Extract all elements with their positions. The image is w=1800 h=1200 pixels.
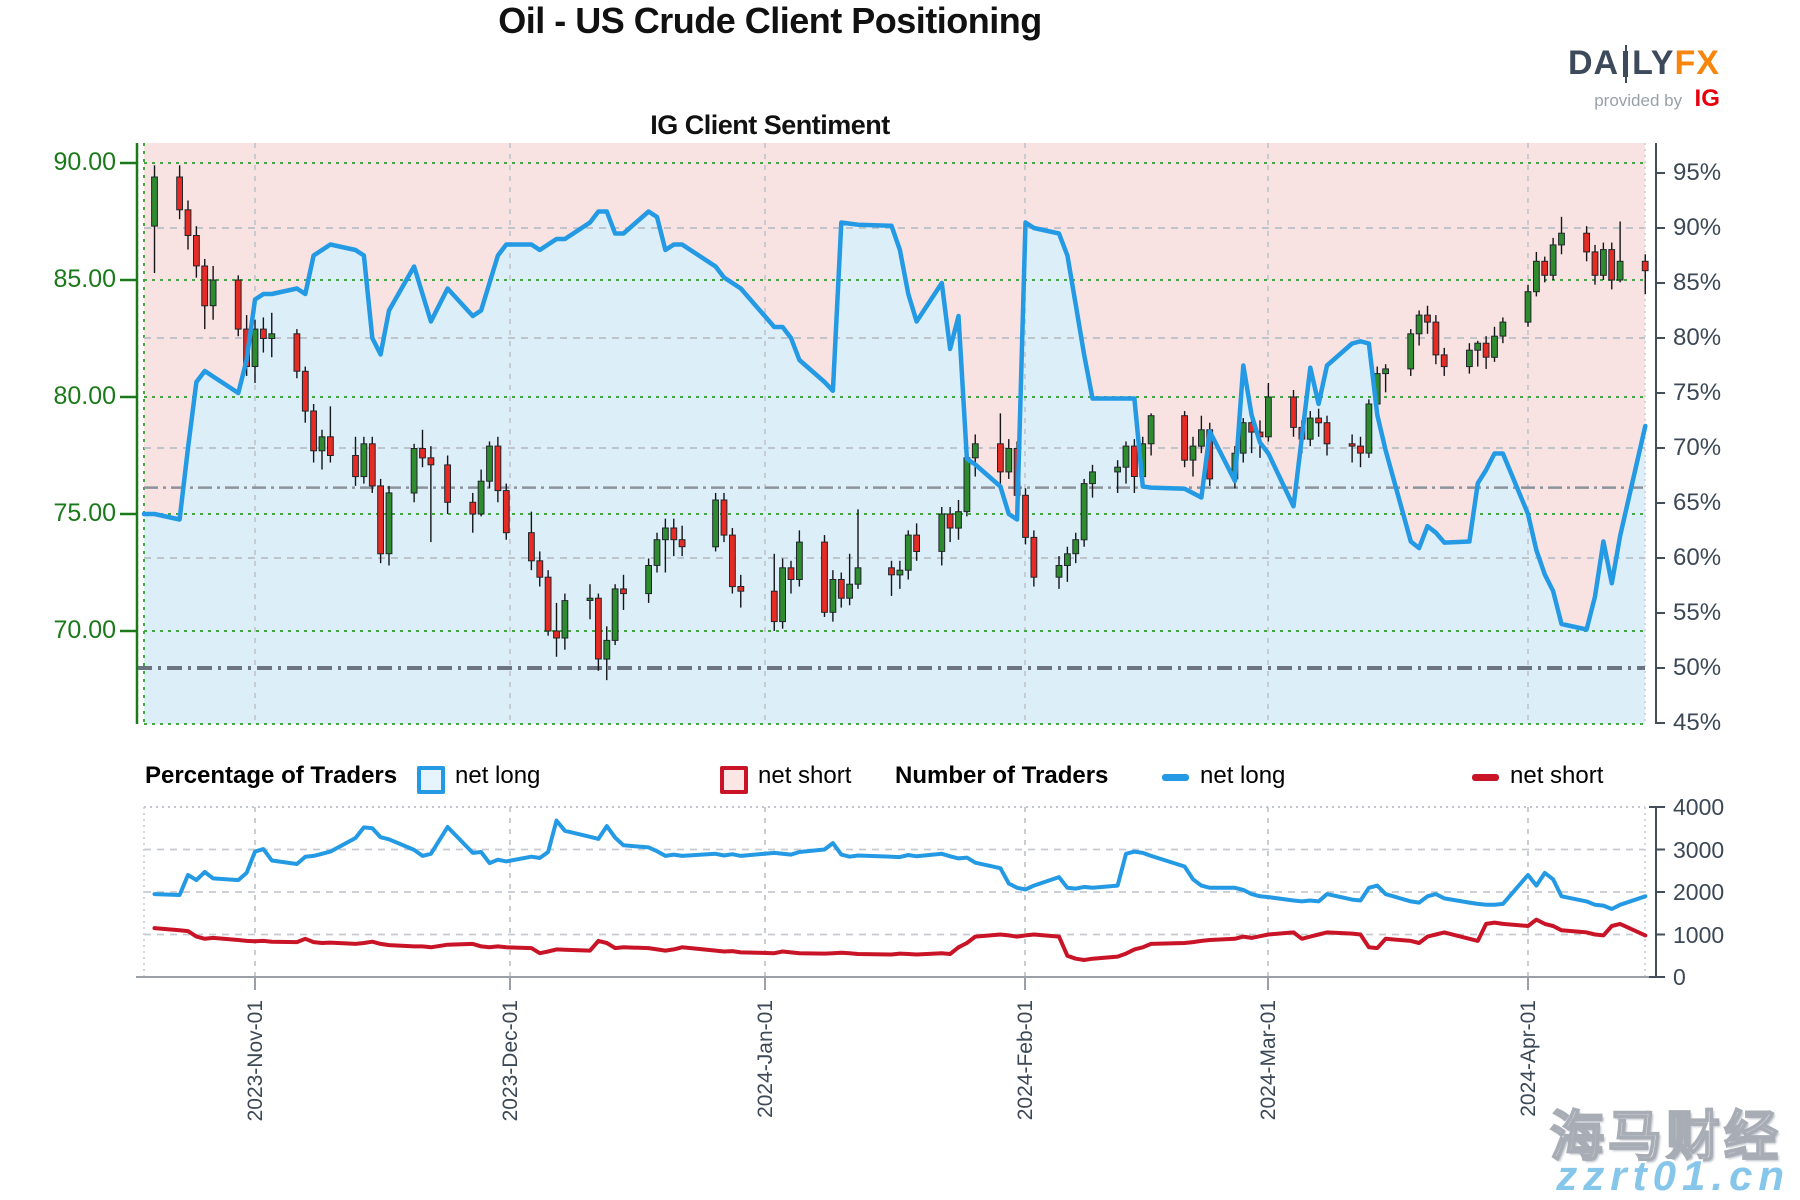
legend-pct-net-short: net short bbox=[758, 762, 852, 789]
watermark-url: zzrt01.cn bbox=[1556, 1152, 1790, 1199]
count-tick-label: 3000 bbox=[1673, 836, 1725, 863]
dailyfx-logo: DA LY FX provided by IG bbox=[1568, 44, 1720, 113]
legend-num-net-short: net short bbox=[1510, 762, 1604, 789]
count-tick-label: 2000 bbox=[1673, 879, 1725, 905]
percent-tick-label: 65% bbox=[1673, 489, 1722, 516]
percent-tick-label: 55% bbox=[1673, 599, 1722, 626]
watermark-text: 海马财经 bbox=[1549, 1106, 1782, 1168]
net-short-line-icon bbox=[1472, 774, 1499, 781]
percent-tick-label: 70% bbox=[1673, 434, 1722, 461]
date-tick-label: 2024-Jan-01 bbox=[754, 1000, 777, 1118]
price-tick-label: 90.00 bbox=[53, 148, 116, 176]
count-tick-label: 4000 bbox=[1673, 794, 1725, 820]
candlestick-icon bbox=[1623, 44, 1629, 83]
percent-tick-label: 80% bbox=[1673, 324, 1722, 351]
count-tick-label: 1000 bbox=[1673, 921, 1725, 948]
price-tick-label: 75.00 bbox=[53, 499, 116, 527]
provided-by-label: provided by bbox=[1594, 91, 1683, 110]
count-tick-label: 0 bbox=[1673, 964, 1686, 990]
ig-logo: IG bbox=[1694, 85, 1720, 112]
date-tick-label: 2023-Dec-01 bbox=[499, 1000, 522, 1122]
percent-tick-label: 60% bbox=[1673, 544, 1722, 571]
date-tick-label: 2024-Feb-01 bbox=[1014, 1000, 1037, 1121]
legend-number-title: Number of Traders bbox=[895, 762, 1109, 789]
percent-tick-label: 85% bbox=[1673, 269, 1722, 296]
page-title: Oil - US Crude Client Positioning bbox=[498, 0, 1042, 41]
legend-num-net-long: net long bbox=[1200, 762, 1286, 789]
legend-pct-net-long: net long bbox=[455, 762, 541, 789]
percent-tick-label: 95% bbox=[1673, 159, 1722, 186]
percent-tick-label: 50% bbox=[1673, 654, 1722, 681]
logo-text-da: DA bbox=[1568, 44, 1620, 82]
percent-tick-label: 90% bbox=[1673, 214, 1722, 241]
date-tick-label: 2024-Mar-01 bbox=[1257, 1000, 1280, 1121]
logo-text-fx: FX bbox=[1674, 44, 1720, 82]
date-tick-label: 2023-Nov-01 bbox=[244, 1000, 267, 1122]
chart-subtitle: IG Client Sentiment bbox=[650, 110, 890, 140]
price-tick-label: 85.00 bbox=[53, 265, 116, 293]
net-long-line-icon bbox=[1162, 774, 1189, 781]
net-short-square-icon bbox=[720, 766, 748, 794]
percent-tick-label: 75% bbox=[1673, 379, 1722, 406]
net-long-square-icon bbox=[417, 766, 445, 794]
price-tick-label: 80.00 bbox=[53, 382, 116, 410]
price-tick-label: 70.00 bbox=[53, 616, 116, 644]
date-tick-label: 2024-Apr-01 bbox=[1517, 1000, 1540, 1117]
legend-percentage-title: Percentage of Traders bbox=[145, 762, 398, 789]
percent-tick-label: 45% bbox=[1673, 709, 1722, 736]
logo-text-ly: LY bbox=[1632, 44, 1675, 82]
